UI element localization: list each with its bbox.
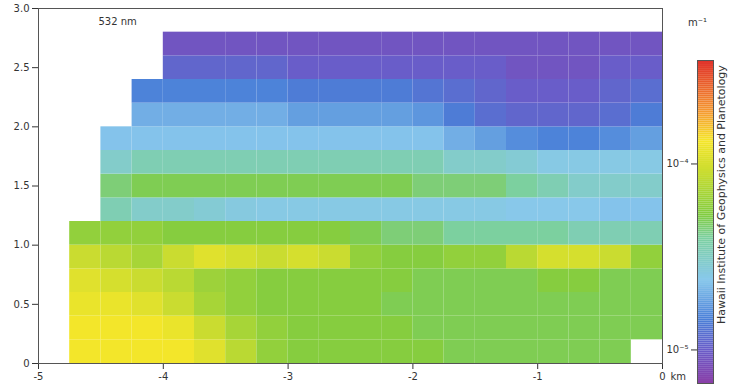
svg-text:10⁻⁵: 10⁻⁵	[666, 344, 688, 355]
svg-text:2.0: 2.0	[14, 121, 30, 132]
svg-text:-4: -4	[158, 371, 168, 382]
svg-text:0.5: 0.5	[14, 299, 30, 310]
svg-text:km: km	[671, 371, 687, 382]
svg-text:-1: -1	[533, 371, 543, 382]
svg-text:532 nm: 532 nm	[99, 16, 137, 27]
svg-text:m⁻¹: m⁻¹	[688, 17, 707, 28]
svg-text:1.5: 1.5	[14, 180, 30, 191]
svg-text:3.0: 3.0	[14, 3, 30, 14]
svg-text:0: 0	[659, 371, 665, 382]
html-text:Hawaii Institute of Geophysics: Hawaii Institute of Geophysics and Plane…	[715, 65, 728, 324]
svg-text:10⁻⁴: 10⁻⁴	[666, 158, 688, 169]
svg-text:2.5: 2.5	[14, 62, 30, 73]
svg-text:-5: -5	[34, 371, 44, 382]
svg-text:-3: -3	[283, 371, 293, 382]
svg-text:1.0: 1.0	[14, 239, 30, 250]
svg-text:0: 0	[23, 358, 29, 369]
svg-text:-2: -2	[408, 371, 418, 382]
